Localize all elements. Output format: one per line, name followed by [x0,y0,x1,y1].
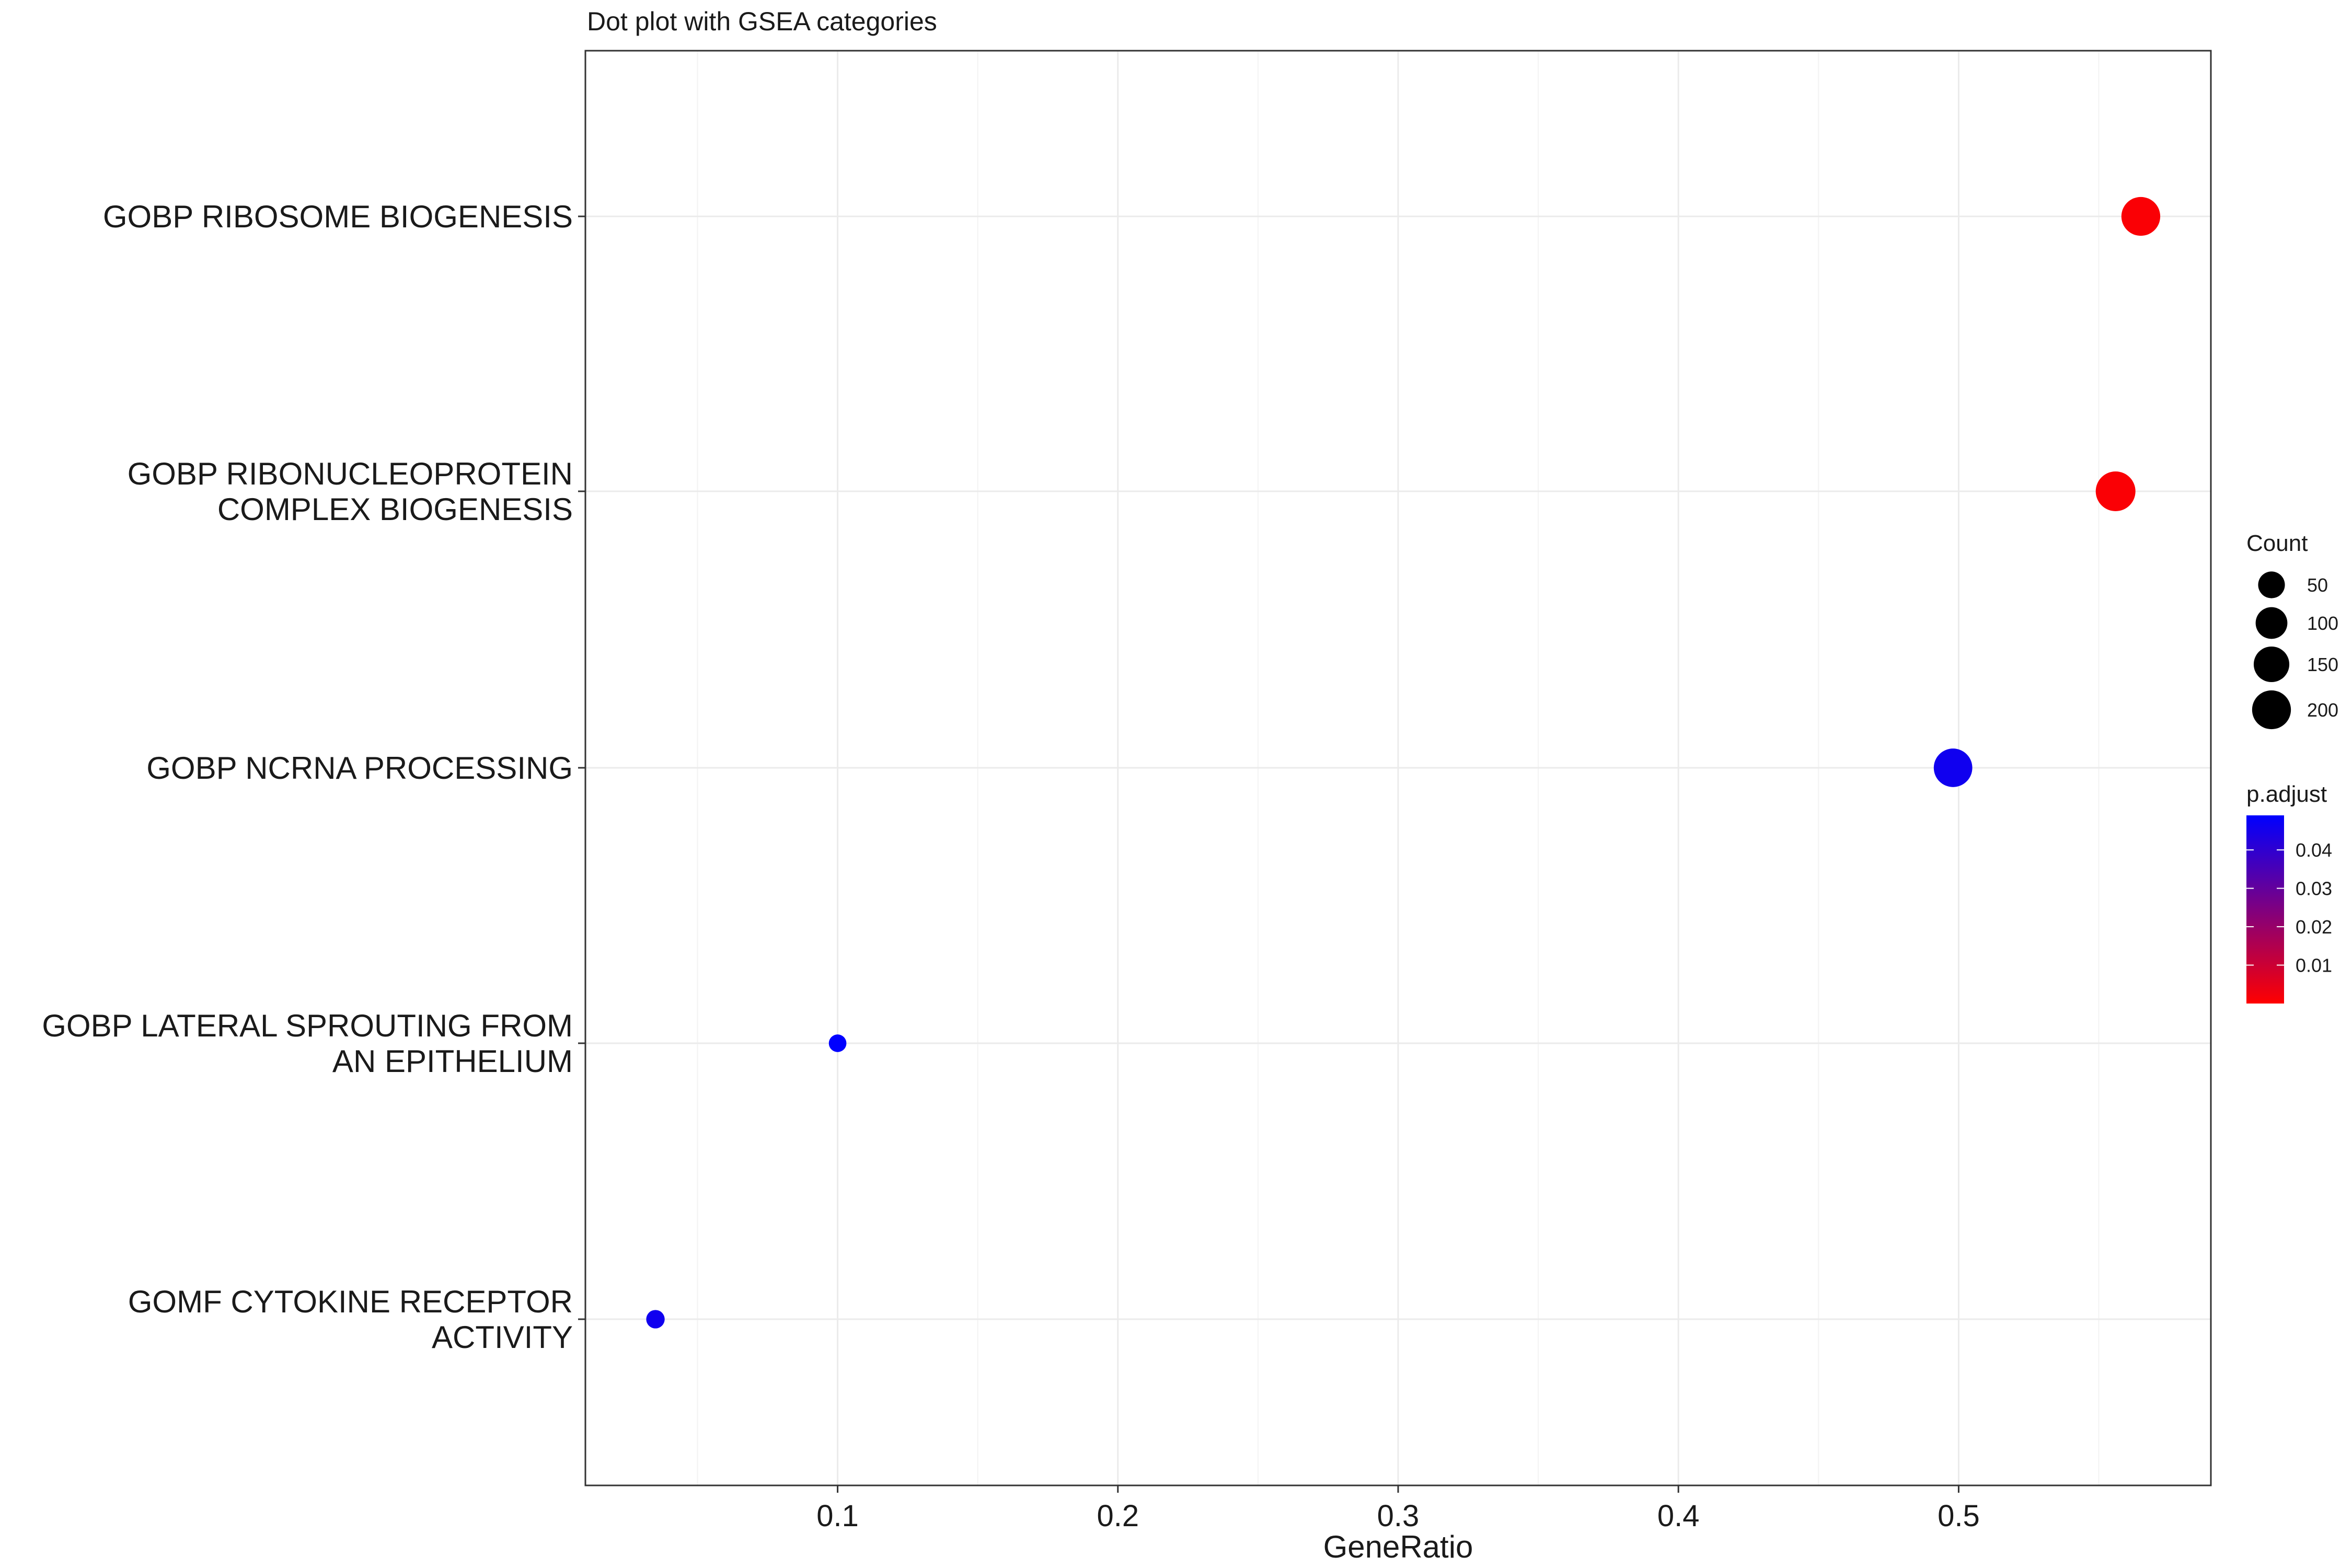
x-tick-label: 0.3 [1377,1499,1420,1533]
x-tick-label: 0.1 [816,1499,859,1533]
y-category-label: AN EPITHELIUM [332,1044,573,1079]
y-axis: GOBP RIBOSOME BIOGENESIS GOBP RIBONUCLEOP… [42,199,585,1355]
count-legend-key [2253,646,2290,683]
count-legend: Count 50 100 150 200 [2246,531,2338,730]
count-legend-key [2258,571,2285,598]
x-tick-label: 0.5 [1938,1499,1980,1533]
y-category-label: GOBP LATERAL SPROUTING FROM [42,1008,573,1043]
p-adjust-legend-label: 0.04 [2296,839,2332,861]
x-axis-title: GeneRatio [1323,1529,1473,1564]
p-adjust-legend-title: p.adjust [2246,781,2327,807]
count-legend-key [2255,607,2288,639]
y-category-label: GOBP NCRNA PROCESSING [146,751,573,786]
count-legend-key [2252,690,2291,730]
y-category-label: COMPLEX BIOGENESIS [217,492,573,527]
x-axis: 0.1 0.2 0.3 0.4 0.5 [816,1485,1980,1533]
y-category-label: GOBP RIBOSOME BIOGENESIS [103,199,573,234]
y-category-label: ACTIVITY [432,1320,573,1355]
chart-title: Dot plot with GSEA categories [587,7,937,36]
count-legend-title: Count [2246,531,2308,556]
y-category-label: GOMF CYTOKINE RECEPTOR [128,1284,573,1319]
count-legend-label: 150 [2307,654,2338,675]
p-adjust-colorbar [2246,815,2284,1004]
y-category-label: GOBP RIBONUCLEOPROTEIN [128,456,573,491]
data-point [646,1310,665,1329]
data-point [2095,471,2136,511]
count-legend-label: 50 [2307,574,2328,596]
p-adjust-legend-label: 0.03 [2296,878,2332,900]
data-point [2121,197,2161,236]
p-adjust-legend-label: 0.02 [2296,916,2332,938]
x-tick-label: 0.4 [1657,1499,1700,1533]
count-legend-label: 100 [2307,613,2338,634]
p-adjust-legend: p.adjust 0.01 0.02 0.03 0.04 [2246,781,2332,1004]
data-points [646,197,2161,1329]
data-point [828,1034,847,1052]
count-legend-label: 200 [2307,699,2338,721]
data-point [1933,748,1973,787]
x-tick-label: 0.2 [1097,1499,1139,1533]
p-adjust-legend-label: 0.01 [2296,955,2332,976]
